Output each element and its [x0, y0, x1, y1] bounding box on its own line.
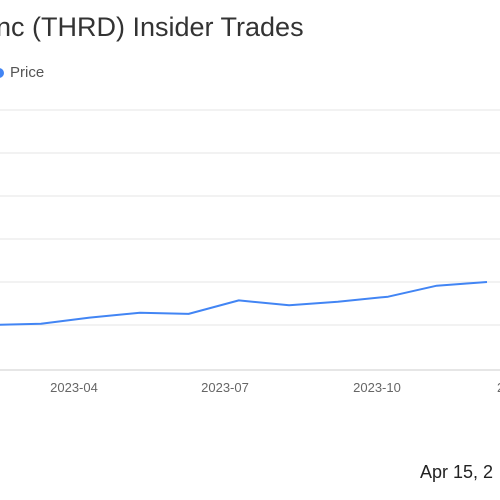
- x-tick-label: 2023-04: [50, 380, 98, 395]
- footer-date: Apr 15, 2: [420, 462, 494, 482]
- x-tick-label: 2: [497, 380, 500, 395]
- chart-title: nc (THRD) Insider Trades: [0, 12, 304, 42]
- x-tick-label: 2023-07: [201, 380, 249, 395]
- price-series-line: [0, 281, 488, 326]
- x-tick-label: 2023-10: [353, 380, 401, 395]
- legend-label: Price: [10, 64, 45, 81]
- legend-swatch-icon: [0, 67, 4, 78]
- legend[interactable]: Price: [0, 64, 44, 81]
